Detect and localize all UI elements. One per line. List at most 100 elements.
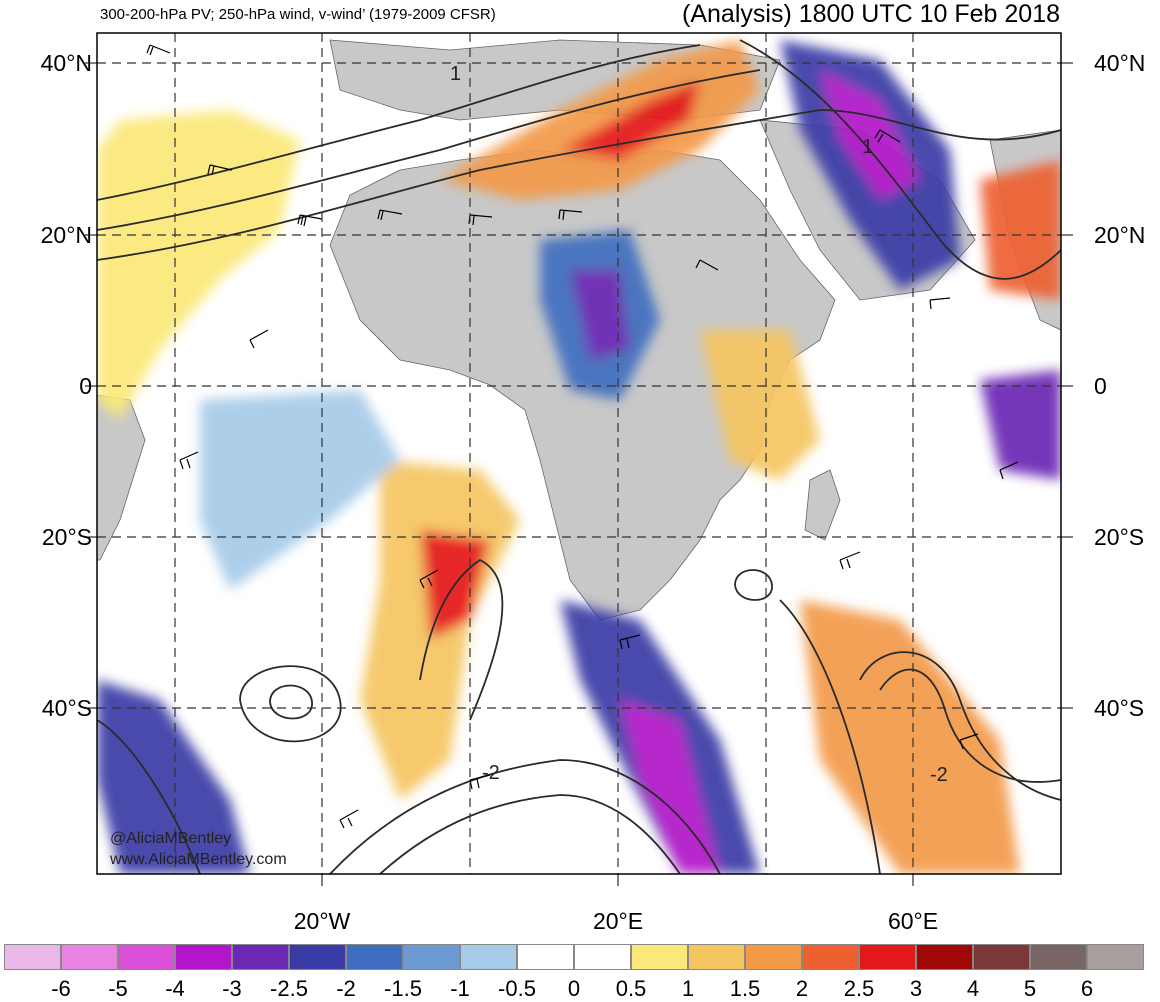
pv-negative-core-central [570, 270, 630, 360]
colorbar-swatch [232, 944, 289, 970]
wind-barb [297, 214, 323, 227]
colorbar-swatch [574, 944, 631, 970]
contour-ring-southwest-outer [239, 665, 342, 743]
map-ticks [85, 62, 1073, 886]
contour-ring-southwest-inner [269, 684, 313, 720]
colorbar-swatch [517, 944, 574, 970]
wind-barb [419, 569, 439, 589]
contour-line-southeast-1 [779, 599, 881, 874]
lon-label-20e: 20°E [592, 908, 644, 934]
lat-label-40n-left: 40°N [40, 50, 92, 76]
contour-label-south: -2 [482, 762, 500, 784]
colorbar-swatch [1087, 944, 1144, 970]
contour-line-north-4 [739, 39, 1061, 280]
colorbar-swatch [859, 944, 916, 970]
colorbar-swatch [61, 944, 118, 970]
pv-positive-far-east [980, 160, 1061, 300]
pv-positive-jet-north [440, 40, 760, 200]
contour-label-northeast: 1 [862, 136, 873, 158]
colorbar-label: 2.5 [843, 976, 875, 1001]
colorbar-label: -0.5 [498, 976, 536, 1001]
contour-line-north-2 [97, 69, 761, 231]
colorbar-label: 3 [909, 976, 923, 1001]
wind-barb [999, 461, 1019, 480]
wind-barb [339, 809, 359, 829]
wind-barb [469, 774, 491, 790]
colorbar-swatch [289, 944, 346, 970]
contour-line-southeast-3 [879, 668, 1061, 783]
pv-contours [97, 39, 1061, 874]
colorbar-label: 5 [1023, 976, 1037, 1001]
pv-positive-east-africa [700, 330, 820, 480]
colorbar-swatch [4, 944, 61, 970]
colorbar-label: -3 [222, 976, 242, 1001]
colorbar-label: 0 [567, 976, 581, 1001]
pv-positive-west [97, 110, 300, 420]
pv-positive-jet-core [560, 80, 700, 160]
colorbar-swatch [973, 944, 1030, 970]
colorbar-label: 4 [966, 976, 980, 1001]
contour-line-southeast-2 [859, 651, 1061, 801]
colorbar-swatch [631, 944, 688, 970]
header-title: (Analysis) 1800 UTC 10 Feb 2018 [682, 0, 1060, 28]
contour-label-southeast: -2 [930, 764, 948, 786]
colorbar-swatch [688, 944, 745, 970]
pv-shading [97, 40, 1061, 874]
colorbar-swatch [346, 944, 403, 970]
wind-barb [558, 209, 583, 221]
wind-barbs [146, 44, 1019, 829]
colorbar-label: 6 [1080, 976, 1094, 1001]
colorbar-label: 1 [681, 976, 695, 1001]
colorbar-swatch [1030, 944, 1087, 970]
contour-line-south-1 [329, 759, 721, 874]
wind-barb [249, 329, 269, 349]
colorbar-swatch [745, 944, 802, 970]
colorbar-label: -6 [51, 976, 71, 1001]
lat-label-40n-right: 40°N [1094, 50, 1146, 76]
pv-positive-southeast [800, 600, 1020, 874]
colorbar-label: -5 [108, 976, 128, 1001]
credit-handle: @AliciaMBentley [110, 830, 232, 847]
header-subtitle: 300-200-hPa PV; 250-hPa wind, v-wind’ (1… [100, 6, 496, 23]
wind-barb [207, 164, 233, 176]
lat-label-40s-right: 40°S [1094, 695, 1145, 721]
pv-colorbar [4, 944, 1144, 970]
wind-barb [179, 451, 199, 470]
pv-negative-west-ocean [200, 390, 400, 590]
colorbar-label: 0.5 [615, 976, 647, 1001]
colorbar-swatch [916, 944, 973, 970]
wind-barb [619, 634, 641, 650]
wind-barb [839, 551, 861, 570]
lat-label-20s-left: 20°S [41, 524, 92, 550]
pv-negative-core-north [820, 70, 920, 200]
colorbar-label: -1 [450, 976, 470, 1001]
contour-line-south-2 [379, 794, 681, 874]
colorbar-swatch [802, 944, 859, 970]
colorbar-swatch [175, 944, 232, 970]
credit-website: www.AliciaMBentley.com [110, 851, 287, 868]
colorbar-label: -1.5 [384, 976, 422, 1001]
wind-barb [377, 209, 403, 221]
contour-label-north: 1 [450, 63, 461, 85]
contour-line-southwest-band [97, 719, 201, 874]
map-frame [96, 32, 1062, 875]
pv-negative-core-south [620, 700, 720, 874]
wind-barb [695, 259, 719, 271]
lon-label-20w: 20°W [293, 908, 351, 934]
wind-barb [959, 733, 979, 750]
lat-label-40s-left: 40°S [41, 695, 92, 721]
wind-barb [874, 129, 901, 143]
wind-barb [929, 297, 951, 310]
contour-ring-south-africa [734, 569, 773, 601]
pv-negative-east [980, 370, 1061, 480]
lat-label-20s-right: 20°S [1094, 524, 1145, 550]
wind-barb [146, 44, 171, 56]
colorbar-swatch [460, 944, 517, 970]
lat-label-20n-left: 20°N [40, 222, 92, 248]
lat-lon-grid [97, 33, 1061, 874]
colorbar-swatch [403, 944, 460, 970]
pv-negative-southwest [97, 680, 250, 874]
colorbar-label: 2 [795, 976, 809, 1001]
lon-label-60e: 60°E [887, 908, 939, 934]
